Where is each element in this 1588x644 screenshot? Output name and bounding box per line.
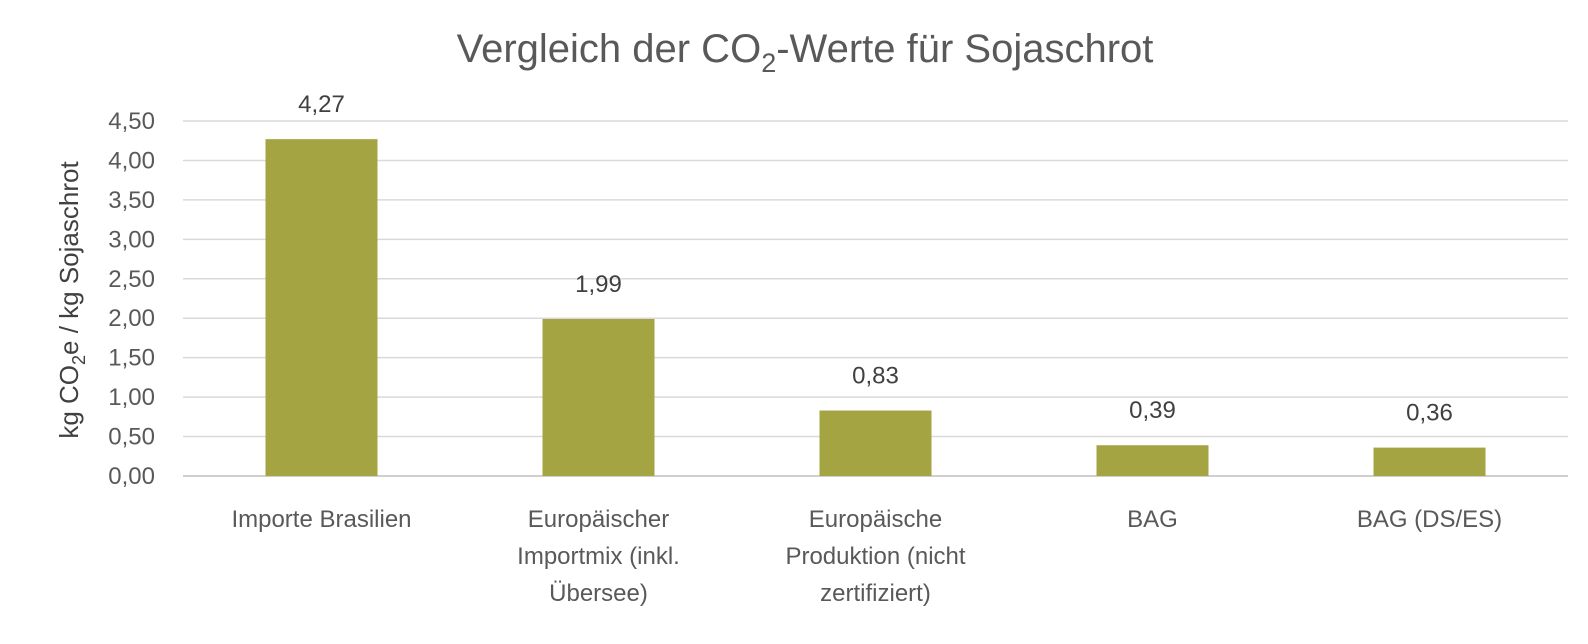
data-label: 0,83 [852, 363, 899, 390]
x-tick-label: BAG (DS/ES) [1357, 506, 1502, 533]
x-tick-label: Europäische Produktion (nicht zertifiziert… [785, 506, 965, 607]
x-tick-label-line: Importmix (inkl. [517, 543, 680, 570]
y-axis-title: kg CO2e / kg Sojaschrot [54, 161, 89, 439]
data-label: 0,39 [1129, 397, 1176, 424]
data-label: 4,27 [298, 91, 345, 118]
y-tick-label: 1,50 [108, 345, 155, 372]
x-tick-label-line: Europäischer [528, 506, 669, 533]
y-tick-label: 2,00 [108, 305, 155, 332]
x-tick-label-line: Europäische [809, 506, 942, 533]
data-labels: 4,27 1,99 0,83 0,39 0,36 [298, 91, 1453, 426]
gridlines [183, 120, 1568, 477]
data-label: 0,36 [1406, 400, 1453, 427]
data-label: 1,99 [575, 271, 622, 298]
y-tick-label: 3,50 [108, 187, 155, 214]
y-tick-label: 1,00 [108, 384, 155, 411]
y-tick-label: 2,50 [108, 266, 155, 293]
y-axis-title-suffix: e / kg Sojaschrot [54, 161, 84, 355]
bar [819, 410, 932, 476]
bar [265, 139, 378, 476]
x-tick-label: Importe Brasilien [231, 506, 411, 533]
y-tick-label: 0,50 [108, 424, 155, 451]
bars [265, 139, 1486, 476]
y-tick-label: 3,00 [108, 226, 155, 253]
y-tick-label: 4,50 [108, 108, 155, 135]
x-tick-label-line: BAG (DS/ES) [1357, 506, 1502, 533]
x-tick-label-line: Übersee) [549, 580, 648, 607]
x-tick-label-line: Importe Brasilien [231, 506, 411, 533]
x-tick-label: Europäischer Importmix (inkl. Übersee) [517, 506, 680, 607]
x-axis-categories: Importe Brasilien Europäischer Importmix (… [231, 506, 1502, 607]
x-tick-label: BAG [1127, 506, 1178, 533]
chart-title-prefix: Vergleich der CO [457, 27, 762, 71]
bar [1373, 447, 1486, 476]
y-tick-label: 0,00 [108, 463, 155, 490]
chart-title-suffix: -Werte für Sojaschrot [776, 27, 1153, 71]
x-tick-label-line: Produktion (nicht [785, 543, 965, 570]
y-axis-title-subscript: 2 [69, 355, 89, 365]
y-tick-label: 4,00 [108, 147, 155, 174]
bar [1096, 445, 1209, 476]
bar [542, 319, 655, 476]
chart-title-subscript: 2 [761, 48, 776, 78]
x-tick-label-line: zertifiziert) [820, 580, 931, 607]
chart-title: Vergleich der CO2-Werte für Sojaschrot [457, 27, 1154, 78]
y-axis-ticks: 0,00 0,50 1,00 1,50 2,00 2,50 3,00 3,50 4,00 4,50 [108, 108, 155, 490]
x-tick-label-line: BAG [1127, 506, 1178, 533]
y-axis-title-prefix: kg CO [54, 365, 84, 439]
